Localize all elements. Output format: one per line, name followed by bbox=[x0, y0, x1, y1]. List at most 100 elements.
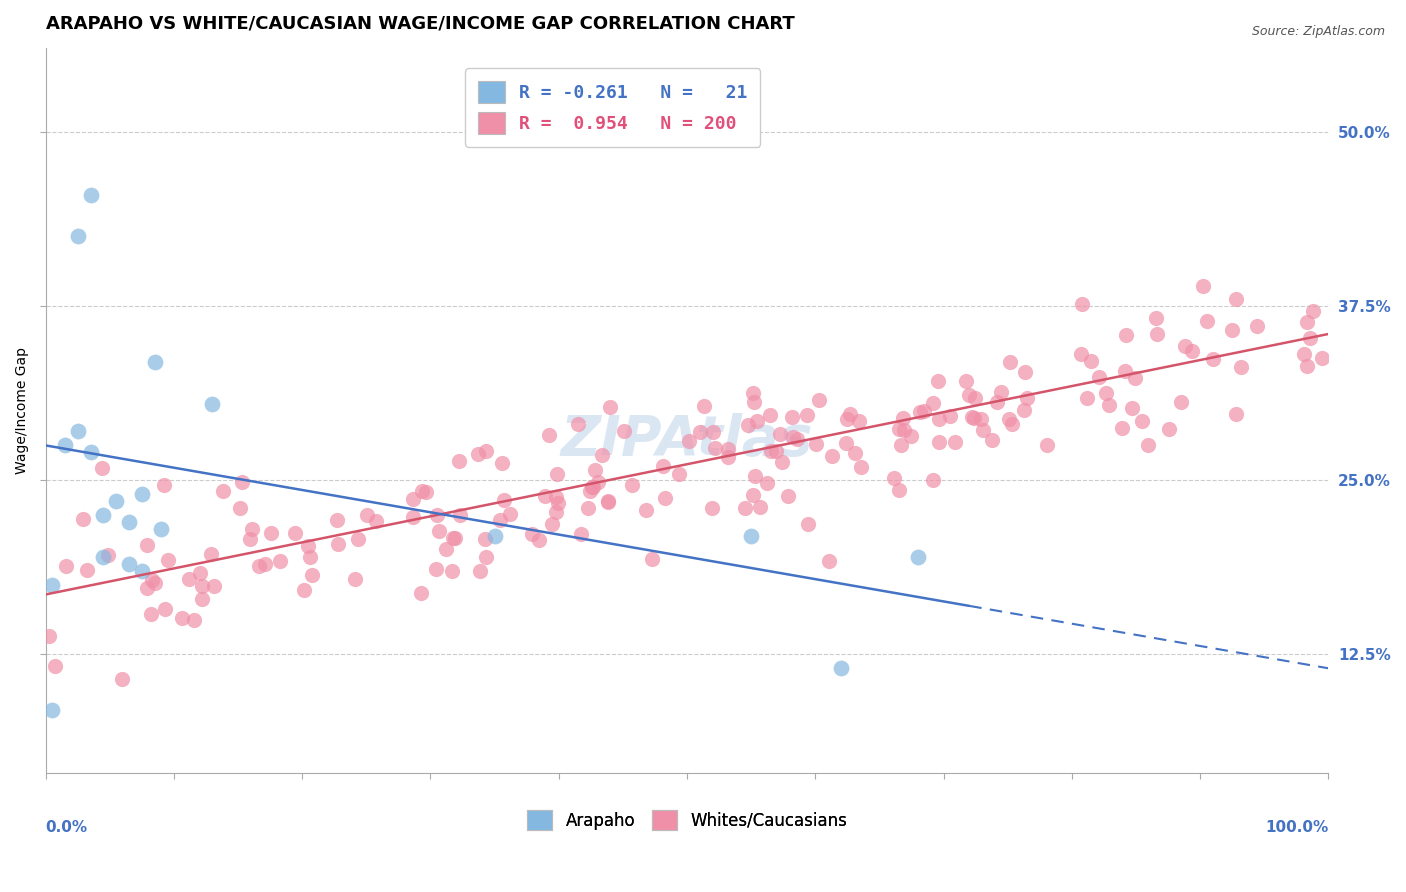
Point bbox=[641, 552, 664, 566]
Point bbox=[202, 579, 225, 593]
Point bbox=[292, 582, 315, 597]
Point bbox=[1246, 318, 1268, 333]
Point bbox=[678, 434, 700, 449]
Point bbox=[928, 434, 950, 449]
Point bbox=[427, 524, 450, 539]
Point bbox=[1014, 365, 1036, 379]
Point bbox=[426, 508, 449, 523]
Point bbox=[702, 425, 724, 439]
Point bbox=[1001, 417, 1024, 432]
Point bbox=[254, 557, 277, 571]
Point bbox=[546, 490, 568, 504]
Point bbox=[745, 414, 768, 428]
Point bbox=[131, 487, 153, 501]
Point bbox=[851, 459, 873, 474]
Point bbox=[922, 473, 945, 487]
Point bbox=[769, 427, 792, 442]
Point bbox=[621, 478, 644, 492]
Point bbox=[1070, 347, 1092, 361]
Legend: Arapaho, Whites/Caucasians: Arapaho, Whites/Caucasians bbox=[520, 803, 853, 837]
Point bbox=[837, 412, 859, 426]
Point bbox=[972, 423, 994, 437]
Point bbox=[402, 492, 425, 507]
Point bbox=[887, 483, 910, 497]
Point bbox=[955, 374, 977, 388]
Point bbox=[41, 578, 63, 592]
Point bbox=[491, 456, 513, 470]
Point bbox=[891, 411, 914, 425]
Point bbox=[1130, 414, 1153, 428]
Point bbox=[839, 407, 862, 421]
Point bbox=[1225, 292, 1247, 306]
Point bbox=[797, 516, 820, 531]
Point bbox=[301, 567, 323, 582]
Point bbox=[231, 475, 253, 489]
Point bbox=[761, 444, 783, 458]
Point bbox=[1222, 323, 1244, 337]
Point bbox=[443, 531, 465, 545]
Point bbox=[139, 607, 162, 621]
Point bbox=[402, 510, 425, 524]
Point bbox=[1080, 354, 1102, 368]
Point bbox=[177, 572, 200, 586]
Point bbox=[703, 441, 725, 455]
Point bbox=[284, 525, 307, 540]
Point bbox=[651, 458, 673, 473]
Point bbox=[588, 475, 610, 490]
Point bbox=[547, 496, 569, 510]
Point bbox=[830, 661, 852, 675]
Point bbox=[239, 532, 262, 546]
Point bbox=[567, 417, 589, 431]
Point bbox=[136, 581, 159, 595]
Point bbox=[765, 444, 787, 458]
Point bbox=[962, 411, 984, 425]
Point bbox=[499, 507, 522, 521]
Point bbox=[212, 484, 235, 499]
Point bbox=[72, 512, 94, 526]
Text: ZIPAtlas: ZIPAtlas bbox=[561, 413, 813, 467]
Point bbox=[297, 539, 319, 553]
Point bbox=[475, 549, 498, 564]
Point bbox=[782, 430, 804, 444]
Point bbox=[613, 424, 636, 438]
Point bbox=[66, 229, 89, 244]
Point bbox=[118, 515, 141, 529]
Point bbox=[411, 483, 433, 498]
Point bbox=[449, 508, 471, 522]
Point bbox=[1181, 343, 1204, 358]
Point bbox=[1230, 360, 1253, 375]
Point bbox=[1225, 407, 1247, 421]
Point bbox=[1296, 315, 1319, 329]
Point bbox=[1036, 438, 1059, 452]
Point bbox=[907, 549, 929, 564]
Point bbox=[155, 602, 177, 616]
Point bbox=[758, 409, 780, 423]
Point bbox=[786, 432, 808, 446]
Point bbox=[998, 355, 1021, 369]
Point bbox=[240, 522, 263, 536]
Point bbox=[191, 579, 214, 593]
Point bbox=[912, 403, 935, 417]
Point bbox=[883, 470, 905, 484]
Point bbox=[143, 355, 166, 369]
Point bbox=[1146, 326, 1168, 341]
Point bbox=[598, 494, 620, 508]
Point bbox=[1076, 392, 1098, 406]
Point bbox=[537, 428, 560, 442]
Point bbox=[742, 394, 765, 409]
Point bbox=[38, 629, 60, 643]
Point bbox=[1098, 398, 1121, 412]
Point bbox=[447, 454, 470, 468]
Point bbox=[66, 425, 89, 439]
Point bbox=[141, 574, 163, 588]
Point bbox=[190, 566, 212, 580]
Point bbox=[76, 563, 98, 577]
Point bbox=[963, 391, 986, 405]
Point bbox=[943, 434, 966, 449]
Point bbox=[484, 529, 506, 543]
Point bbox=[740, 529, 762, 543]
Point bbox=[1137, 437, 1160, 451]
Point bbox=[970, 411, 993, 425]
Point bbox=[343, 572, 366, 586]
Point bbox=[1202, 351, 1225, 366]
